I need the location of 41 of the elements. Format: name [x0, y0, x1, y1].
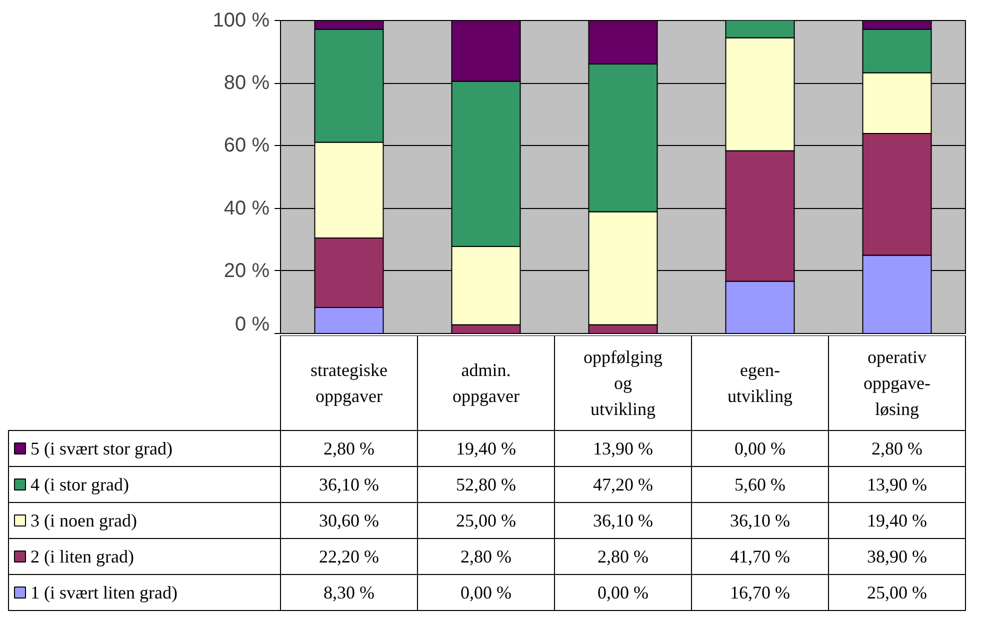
data-label: 52,80 % [456, 474, 516, 494]
x-tick-label: oppfølging og utvikling [584, 347, 662, 419]
y-tick-label: 100 % [212, 10, 270, 32]
data-label: 13,90 % [593, 438, 654, 458]
data-label: 22,20 % [319, 546, 380, 566]
data-label: 0,00 % [460, 582, 512, 602]
data-label: 2,80 % [324, 438, 375, 458]
data-label: 0,00 % [734, 438, 786, 458]
data-label: 16,70 % [730, 582, 790, 602]
legend-label: 3 (i noen grad) [30, 510, 137, 530]
data-label: 19,40 % [456, 438, 516, 458]
x-tick-label: admin. oppgaver [452, 360, 520, 406]
data-label: 41,70 % [730, 546, 790, 566]
y-tick-label: 40 % [224, 197, 270, 220]
legend-label: 1 (i svært liten grad) [30, 582, 178, 602]
data-label: 0,00 % [598, 582, 649, 602]
data-label: 25,00 % [456, 510, 516, 530]
data-label: 8,30 % [324, 582, 375, 602]
data-label: 2,80 % [460, 546, 512, 566]
data-label: 36,10 % [593, 510, 654, 530]
data-label: 19,40 % [867, 510, 928, 530]
data-label: 36,10 % [730, 510, 790, 530]
x-tick-label: egen-utvikling [728, 360, 793, 406]
legend-label: 4 (i stor grad) [30, 474, 129, 494]
y-tick-label: 20 % [224, 260, 270, 282]
data-label: 5,60 % [734, 474, 786, 494]
y-tick-label: 80 % [224, 72, 270, 94]
x-tick-label: operativ oppgave-løsing [864, 347, 930, 419]
legend-label: 5 (i svært stor grad) [30, 438, 172, 458]
data-label: 2,80 % [872, 438, 923, 458]
data-label: 13,90 % [867, 474, 928, 494]
data-label: 25,00 % [867, 582, 928, 602]
data-label: 2,80 % [598, 546, 649, 566]
y-tick-label: 0 % [235, 314, 270, 336]
data-label: 47,20 % [593, 474, 654, 494]
x-tick-label: strategiske oppgaver [310, 360, 388, 406]
data-label: 38,90 % [867, 546, 928, 566]
y-tick-label: 60 % [224, 134, 270, 157]
data-label: 30,60 % [319, 510, 380, 530]
legend-label: 2 (i liten grad) [30, 546, 134, 566]
data-label: 36,10 % [319, 474, 380, 494]
